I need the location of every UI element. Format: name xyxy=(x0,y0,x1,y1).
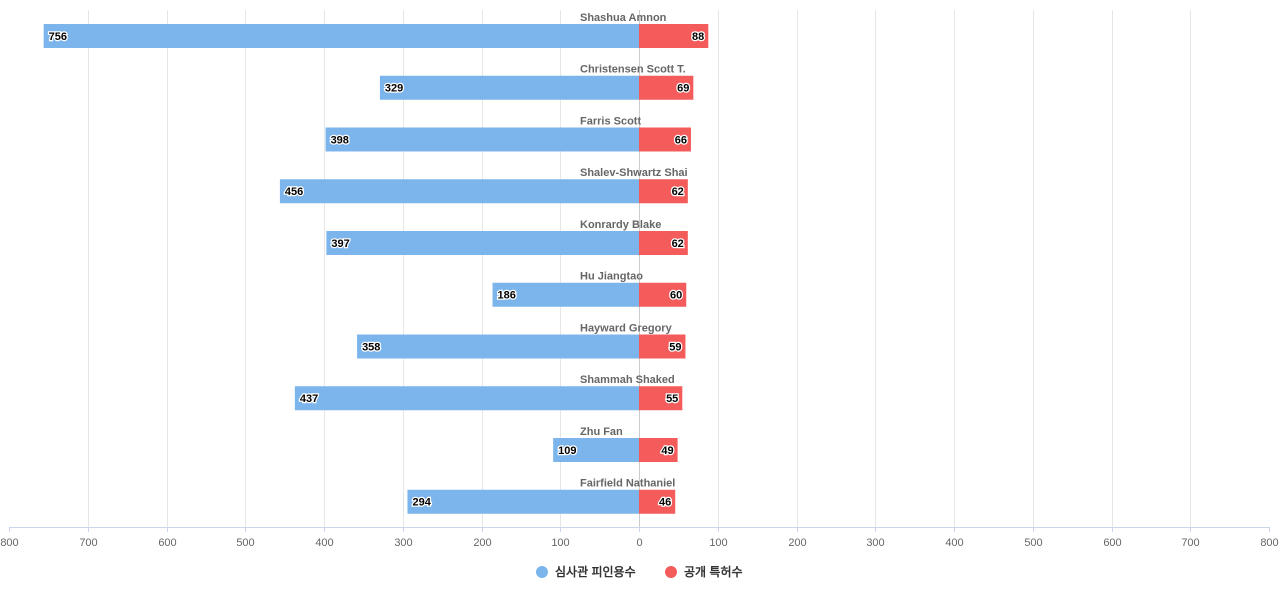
tick-label: 500 xyxy=(236,537,254,549)
data-label-right: 59 xyxy=(669,341,681,353)
data-label-right: 60 xyxy=(670,290,682,302)
data-label-right: 69 xyxy=(677,83,689,95)
bar-left[interactable] xyxy=(279,179,639,204)
bars xyxy=(43,24,709,514)
bar-right[interactable] xyxy=(639,231,688,255)
data-label-left: 756 xyxy=(49,31,67,43)
data-label-left: 398 xyxy=(331,134,349,146)
category-label: Shashua Amnon xyxy=(580,12,667,24)
data-label-left: 358 xyxy=(362,341,380,353)
data-label-left: 456 xyxy=(285,186,303,198)
bar-left[interactable] xyxy=(326,231,639,255)
data-label-right: 46 xyxy=(659,497,671,509)
bar-left[interactable] xyxy=(492,282,639,307)
bar-right[interactable] xyxy=(639,489,676,514)
category-label: Hayward Gregory xyxy=(580,322,673,334)
data-label-right: 55 xyxy=(666,393,678,405)
tick-label: 800 xyxy=(0,537,18,549)
legend-marker-icon xyxy=(536,566,548,578)
tick-label: 400 xyxy=(945,537,963,549)
tick-label: 100 xyxy=(551,537,569,549)
data-label-right: 49 xyxy=(661,445,673,457)
tick-label: 700 xyxy=(1181,537,1199,549)
bar-right[interactable] xyxy=(639,179,688,204)
data-label-left: 437 xyxy=(300,393,318,405)
legend-label: 공개 특허수 xyxy=(684,564,743,579)
bar-right[interactable] xyxy=(639,127,691,152)
bar-right[interactable] xyxy=(639,282,687,307)
x-axis: 800 700 600 500 400 300 200 100 0 100 200 300 400 500… xyxy=(0,527,1279,549)
data-label-right: 62 xyxy=(672,186,684,198)
bar-right[interactable] xyxy=(639,438,678,462)
bar-left[interactable] xyxy=(325,127,639,152)
tick-label: 700 xyxy=(79,537,97,549)
category-label: Farris Scott xyxy=(580,115,641,127)
bar-left[interactable] xyxy=(357,334,639,359)
legend-marker-icon xyxy=(665,566,677,578)
tick-label: 600 xyxy=(158,537,176,549)
category-label: Hu Jiangtao xyxy=(580,271,643,283)
bar-left[interactable] xyxy=(553,438,639,462)
bar-right[interactable] xyxy=(639,334,686,359)
legend[interactable]: 심사관 피인용수 공개 특허수 xyxy=(536,564,743,579)
category-label: Fairfield Nathaniel xyxy=(580,478,675,490)
bar-left[interactable] xyxy=(407,489,639,514)
tick-label: 800 xyxy=(1260,537,1278,549)
data-label-right: 62 xyxy=(672,238,684,250)
tick-label: 200 xyxy=(788,537,806,549)
tick-label: 200 xyxy=(473,537,491,549)
category-label: Konrardy Blake xyxy=(580,219,661,231)
bar-right[interactable] xyxy=(639,75,694,100)
legend-label: 심사관 피인용수 xyxy=(555,564,636,579)
tick-label: 300 xyxy=(866,537,884,549)
category-label: Christensen Scott T. xyxy=(580,64,686,76)
data-label-left: 329 xyxy=(385,83,403,95)
tick-label: 300 xyxy=(394,537,412,549)
bar-left[interactable] xyxy=(43,24,639,48)
data-label-left: 109 xyxy=(558,445,576,457)
bar-left[interactable] xyxy=(379,75,639,100)
tick-label: 400 xyxy=(315,537,333,549)
tick-label: 0 xyxy=(636,537,642,549)
tick-label: 500 xyxy=(1024,537,1042,549)
bar-right[interactable] xyxy=(639,24,709,48)
category-label: Shalev-Shwartz Shai xyxy=(580,167,688,179)
data-label-left: 397 xyxy=(331,238,349,250)
bar-left[interactable] xyxy=(294,386,639,411)
bar-right[interactable] xyxy=(639,386,683,411)
legend-item[interactable]: 심사관 피인용수 xyxy=(536,564,636,579)
tick-label: 600 xyxy=(1103,537,1121,549)
data-label-right: 88 xyxy=(692,31,704,43)
data-label-left: 186 xyxy=(498,290,516,302)
tick-label: 100 xyxy=(709,537,727,549)
legend-item[interactable]: 공개 특허수 xyxy=(665,564,743,579)
labels: Shashua Amnon 756 88 Christensen Scott T. 32… xyxy=(47,12,705,510)
category-label: Zhu Fan xyxy=(580,426,623,438)
data-label-right: 66 xyxy=(675,134,687,146)
category-label: Shammah Shaked xyxy=(580,374,675,386)
data-label-left: 294 xyxy=(412,497,431,509)
